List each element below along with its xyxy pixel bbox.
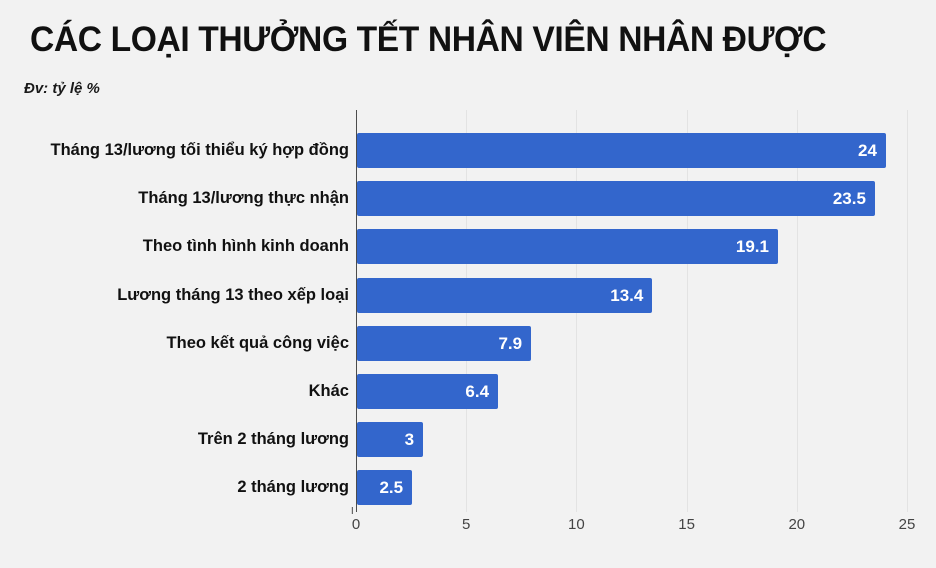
bar-row: Trên 2 tháng lương 3	[0, 422, 936, 458]
x-tick-mark	[351, 507, 353, 514]
x-tick-label: 5	[462, 516, 471, 533]
chart-subtitle-unit: Đv: tỷ lệ %	[24, 80, 100, 97]
bar-value-label: 7.9	[498, 333, 523, 353]
bar-wrapper: 3	[357, 422, 424, 458]
category-label: Theo tình hình kinh doanh	[142, 237, 349, 256]
bar-row: Theo kết quả công việc 7.9	[0, 325, 936, 361]
bar-value-label: 19.1	[735, 237, 769, 257]
bar-value-label: 23.5	[832, 189, 866, 209]
bar[interactable]: 3	[357, 422, 424, 458]
x-axis-ticks: 0 5 10 15 20 25	[351, 507, 915, 546]
category-label: Trên 2 tháng lương	[197, 430, 349, 449]
bar-row: Khác 6.4	[0, 374, 936, 409]
category-label: 2 tháng lương	[237, 478, 349, 497]
x-tick-label: 25	[898, 516, 916, 533]
bar-row: 2 tháng lương 2.5	[0, 470, 936, 506]
bar[interactable]: 19.1	[357, 229, 778, 265]
bar-wrapper: 24	[357, 133, 886, 168]
bar-wrapper: 7.9	[357, 325, 532, 361]
bar-rows: Tháng 13/lương tối thiểu ký hợp đồng 24 Th…	[0, 110, 936, 512]
x-tick-label: 15	[678, 516, 695, 533]
bar-wrapper: 6.4	[357, 374, 499, 409]
bar[interactable]: 13.4	[357, 277, 653, 313]
gridline	[796, 110, 798, 512]
bar-row: Lương tháng 13 theo xếp loại 13.4	[0, 277, 936, 313]
bar[interactable]: 24	[357, 133, 886, 168]
bar-value-label: 13.4	[610, 285, 644, 305]
y-axis-line	[356, 110, 357, 512]
bar-value-label: 3	[404, 430, 415, 450]
bar-wrapper: 23.5	[357, 181, 875, 217]
bar[interactable]: 2.5	[357, 470, 413, 506]
gridline	[686, 110, 688, 512]
category-label: Khác	[308, 382, 349, 400]
bar-value-label: 6.4	[465, 382, 490, 401]
gridline	[907, 110, 908, 512]
category-label: Tháng 13/lương tối thiểu ký hợp đồng	[50, 141, 349, 159]
bar[interactable]: 23.5	[357, 181, 875, 217]
category-label: Lương tháng 13 theo xếp loại	[117, 285, 349, 304]
bar-value-label: 2.5	[379, 478, 404, 498]
bar-row: Tháng 13/lương thực nhận 23.5	[0, 181, 936, 217]
bar[interactable]: 7.9	[357, 325, 532, 361]
category-label: Theo kết quả công việc	[166, 333, 349, 352]
x-tick-label: 0	[351, 507, 360, 533]
bar-wrapper: 2.5	[357, 470, 413, 506]
x-tick-label: 20	[788, 516, 806, 533]
chart-title: CÁC LOẠI THƯỞNG TẾT NHÂN VIÊN NHÂN ĐƯỢC	[30, 20, 827, 59]
x-tick-label: 10	[568, 516, 585, 533]
bar-row: Theo tình hình kinh doanh 19.1	[0, 229, 936, 265]
bar-wrapper: 13.4	[357, 277, 653, 313]
bar-value-label: 24	[858, 141, 877, 160]
bar-row: Tháng 13/lương tối thiểu ký hợp đồng 24	[0, 133, 936, 168]
bar-wrapper: 19.1	[357, 229, 778, 265]
bar[interactable]: 6.4	[357, 374, 499, 409]
category-label: Tháng 13/lương thực nhận	[138, 189, 349, 208]
